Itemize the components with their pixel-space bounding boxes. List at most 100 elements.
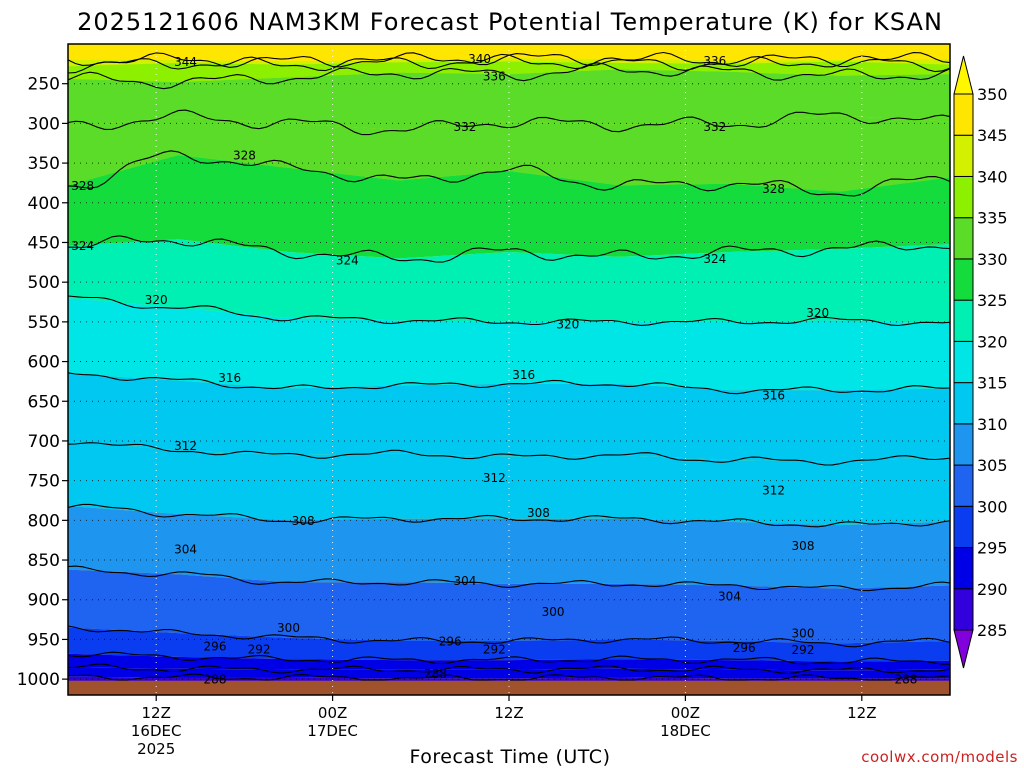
contour-label: 336 (703, 54, 726, 68)
contour-label: 324 (336, 253, 359, 267)
y-tick-label: 300 (28, 114, 60, 134)
credit-text: coolwx.com/models (861, 748, 1018, 766)
y-tick-label: 550 (28, 313, 60, 333)
colorbar-segment (953, 423, 974, 466)
isentrope-312 (67, 442, 951, 466)
contour-label: 292 (792, 643, 815, 657)
y-tick-label: 650 (28, 392, 60, 412)
y-tick-label: 950 (28, 630, 60, 650)
contour-label: 308 (527, 506, 550, 520)
contour-label: 288 (894, 673, 917, 687)
colorbar-segment (953, 93, 974, 136)
y-gridlines (68, 44, 950, 695)
band-fill (68, 667, 950, 679)
y-tick-label: 500 (28, 273, 60, 293)
colorbar-label: 325 (977, 291, 1008, 310)
contour-label: 328 (233, 149, 256, 163)
y-tick-label: 600 (28, 353, 60, 373)
contour-label: 300 (277, 621, 300, 635)
contour-label: 308 (792, 539, 815, 553)
colorbar-label: 305 (977, 456, 1008, 475)
contour-label: 308 (292, 514, 315, 528)
band-fill (68, 115, 950, 192)
colorbar-top-arrow (953, 55, 974, 95)
y-tick-label: 1000 (17, 670, 60, 690)
y-tick-label: 800 (28, 511, 60, 531)
colorbar-segment (953, 505, 974, 549)
contour-label: 344 (174, 55, 197, 69)
y-tick-label: 850 (28, 551, 60, 571)
x-tick-label: 00Z (671, 704, 700, 722)
y-tick-label: 250 (28, 75, 60, 95)
contour-label: 328 (71, 179, 94, 193)
contour-label: 304 (174, 542, 197, 556)
chart-title: 2025121606 NAM3KM Forecast Potential Tem… (77, 8, 943, 36)
contour-label: 312 (483, 471, 506, 485)
contour-label: 304 (453, 574, 476, 588)
contour-label: 316 (762, 388, 785, 402)
plot-area: 344 340 336 336 332 332 328 328 328 324 324 324 320 3… (67, 43, 951, 696)
contour-label: 312 (174, 439, 197, 453)
contour-label: 332 (703, 120, 726, 134)
isentrope-320 (67, 295, 951, 327)
isentrope-316 (67, 372, 951, 395)
colorbar-label: 350 (977, 85, 1008, 104)
contour-labels: 344 340 336 336 332 332 328 328 328 324 324 324 320 3… (71, 52, 917, 687)
y-axis: 250 300 350 400 450 500 550 600 650 700 750 800 850 9… (17, 75, 68, 690)
colorbar-label: 345 (977, 126, 1008, 145)
colorbar-segment (953, 464, 974, 507)
contour-label: 296 (204, 639, 227, 653)
colorbar-label: 315 (977, 374, 1008, 393)
contour-label: 304 (718, 589, 741, 603)
contour-label: 336 (483, 69, 506, 83)
band-fill (68, 569, 950, 644)
potential-temperature-fill (68, 44, 950, 695)
colorbar-segment (953, 588, 974, 631)
x-tick-label: 16DEC (131, 722, 182, 740)
contour-label: 300 (792, 627, 815, 641)
contour-label: 292 (248, 642, 271, 656)
colorbar-label: 330 (977, 250, 1008, 269)
x-tick-label: 17DEC (307, 722, 358, 740)
x-tick-label: 12Z (142, 704, 171, 722)
colorbar-segment (953, 547, 974, 590)
isentrope-336 (67, 62, 951, 90)
contour-label: 316 (218, 371, 241, 385)
x-tick-label: 12Z (494, 704, 523, 722)
colorbar-segment (953, 217, 974, 260)
colorbar-label: 300 (977, 497, 1008, 516)
band-fill (68, 239, 950, 324)
isentrope-292 (67, 663, 951, 675)
contour-label: 288 (204, 673, 227, 687)
colorbar-segment (953, 340, 974, 384)
band-fill (68, 506, 950, 589)
colorbar-segment (953, 299, 974, 342)
isentrope-332 (67, 109, 951, 136)
ground-surface (68, 680, 950, 695)
isentrope-340 (67, 53, 951, 74)
contour-label: 328 (762, 182, 785, 196)
colorbar-label: 320 (977, 332, 1008, 351)
colorbar-label: 295 (977, 539, 1008, 558)
contour-label: 296 (439, 635, 462, 649)
contour-label: 316 (512, 368, 535, 382)
band-fill (68, 373, 950, 462)
colorbar-label: 310 (977, 415, 1008, 434)
x-tick-label: 00Z (318, 704, 347, 722)
band-fill (68, 61, 950, 83)
y-tick-label: 700 (28, 432, 60, 452)
contour-label: 288 (424, 667, 447, 681)
contour-label: 320 (145, 293, 168, 307)
band-fill (68, 69, 950, 130)
colorbar-segment (953, 382, 974, 425)
colorbar-label: 290 (977, 580, 1008, 599)
colorbar: 285 290 295 300 305 310 315 320 325 330 335 340 345 3… (953, 55, 1008, 669)
x-tick-label: 12Z (847, 704, 876, 722)
isentrope-308 (67, 503, 951, 528)
colorbar-segment (953, 175, 974, 219)
colorbar-label: 335 (977, 209, 1008, 228)
x-tick-label: 18DEC (660, 722, 711, 740)
y-tick-label: 400 (28, 194, 60, 214)
